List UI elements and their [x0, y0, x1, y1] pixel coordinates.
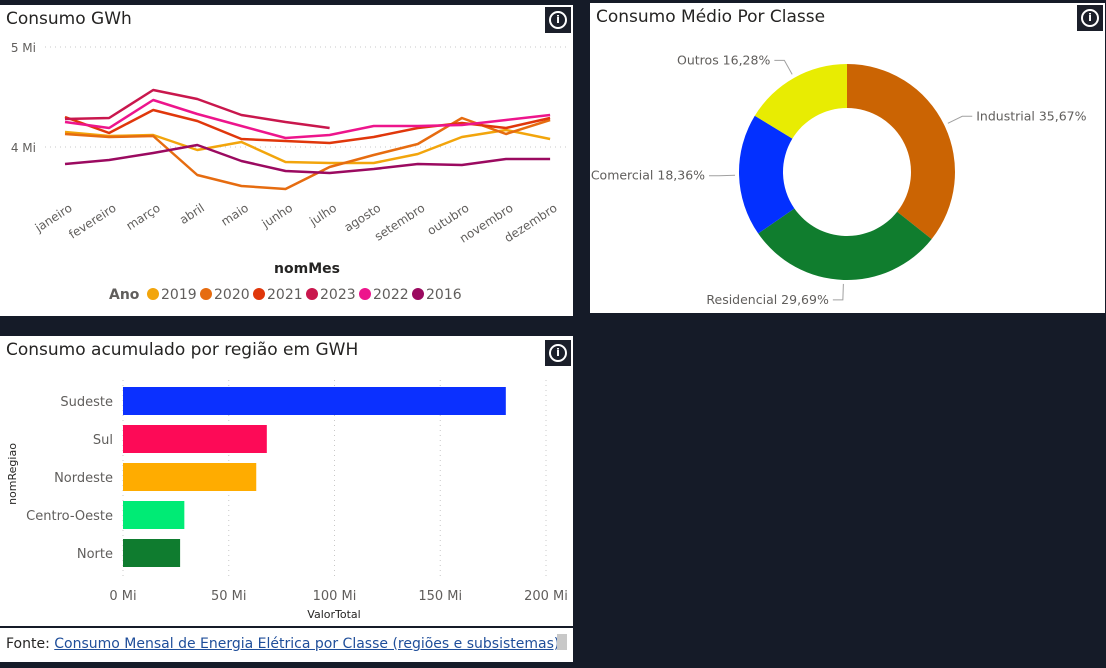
category-label: Centro-Oeste	[26, 509, 113, 524]
legend-marker-2020	[200, 288, 212, 300]
bar-chart-title: Consumo acumulado por região em GWH	[6, 340, 359, 360]
x-axis-label: ValorTotal	[307, 608, 360, 621]
legend-marker-2022	[359, 288, 371, 300]
legend-title: Ano	[109, 287, 140, 303]
category-label: Sul	[93, 433, 113, 448]
leader-line-industrial	[947, 115, 973, 124]
info-icon[interactable]: i	[545, 7, 571, 33]
x-tick-label: setembro	[372, 201, 427, 244]
x-tick-label: abril	[177, 201, 207, 227]
bar-chart-panel: Consumo acumulado por região em GWH i Su…	[0, 336, 573, 626]
slice-label-outros: Outros 16,28%	[677, 52, 770, 67]
leader-line-outros	[774, 59, 793, 75]
bar-nordeste	[123, 463, 257, 491]
x-tick-label: junho	[259, 201, 296, 232]
legend-label-2022: 2022	[373, 287, 409, 303]
y-axis-label: nomRegiao	[6, 443, 19, 505]
scrollbar-thumb[interactable]	[557, 634, 567, 650]
legend-marker-2019	[147, 288, 159, 300]
leader-line-residencial	[832, 283, 844, 301]
x-tick-label: 150 Mi	[418, 589, 462, 604]
x-tick-label: maio	[218, 201, 251, 229]
x-tick-label: fevereiro	[66, 201, 118, 242]
x-tick-label: 200 Mi	[524, 589, 568, 604]
donut-slice-industrial	[847, 64, 955, 240]
series-line-2021	[64, 108, 551, 145]
x-axis-label: nomMes	[274, 261, 340, 277]
series-line-2019	[64, 128, 551, 165]
slice-label-industrial: Industrial 35,67%	[976, 108, 1086, 123]
legend-label-2016: 2016	[426, 287, 462, 303]
bar-norte	[123, 539, 181, 567]
y-tick-label: 5 Mi	[11, 41, 36, 55]
x-tick-label: julho	[306, 201, 339, 229]
source-text: Fonte: Consumo Mensal de Energia Elétric…	[6, 636, 559, 652]
series-line-2022	[64, 98, 551, 140]
bar-chart: Sudeste Sul Nordeste Centro-Oeste Norte 0 Mi…	[6, 380, 568, 621]
series-line-2016	[64, 143, 551, 175]
source-link[interactable]: Consumo Mensal de Energia Elétrica por C…	[54, 636, 560, 652]
legend-label-2021: 2021	[267, 287, 303, 303]
bar-sul	[123, 425, 267, 453]
slice-label-comercial: Comercial 18,36%	[591, 168, 705, 183]
legend-label-2023: 2023	[320, 287, 356, 303]
x-tick-label: 100 Mi	[313, 589, 357, 604]
line-chart-title: Consumo GWh	[6, 9, 132, 29]
donut-chart: Industrial 35,67% Residencial 29,69% Comer…	[591, 52, 1087, 307]
category-label: Nordeste	[54, 471, 113, 486]
legend-marker-2016	[412, 288, 424, 300]
donut-slice-comercial	[739, 115, 795, 234]
series-line-2023	[64, 88, 330, 130]
y-tick-label: 4 Mi	[11, 141, 36, 155]
series-line-2020	[64, 116, 551, 191]
category-label: Sudeste	[60, 395, 113, 410]
bar-centro-oeste	[123, 501, 185, 529]
donut-slice-outros	[754, 64, 847, 139]
slice-label-residencial: Residencial 29,69%	[706, 292, 829, 307]
legend-marker-2021	[253, 288, 265, 300]
x-tick-label: 50 Mi	[211, 589, 247, 604]
legend-label-2019: 2019	[161, 287, 197, 303]
bar-sudeste	[123, 387, 506, 415]
x-tick-label: 0 Mi	[109, 589, 136, 604]
line-chart-panel: Consumo GWh i 4 Mi 5 Mi janeiro fevereiro m…	[0, 5, 573, 316]
category-label: Norte	[77, 547, 113, 562]
donut-chart-title: Consumo Médio Por Classe	[596, 7, 826, 27]
legend-marker-2023	[306, 288, 318, 300]
source-prefix: Fonte:	[6, 636, 50, 652]
x-tick-label: março	[124, 201, 163, 233]
donut-slice-residencial	[758, 208, 932, 280]
info-icon[interactable]: i	[545, 340, 571, 366]
source-footer: Fonte: Consumo Mensal de Energia Elétric…	[0, 628, 573, 662]
donut-chart-panel: Consumo Médio Por Classe i Industrial 35…	[590, 3, 1105, 313]
info-icon[interactable]: i	[1077, 5, 1103, 31]
legend-label-2020: 2020	[214, 287, 250, 303]
